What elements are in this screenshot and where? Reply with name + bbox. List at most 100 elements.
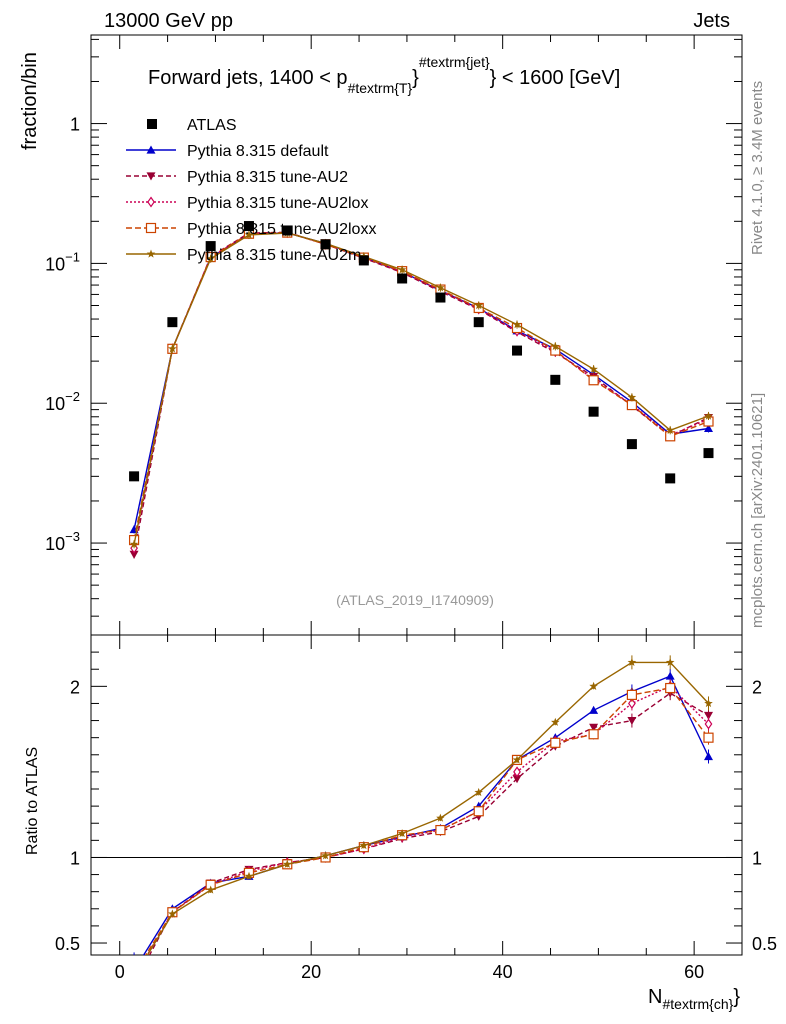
y-tick-label: 10−3 xyxy=(45,529,80,554)
data-point xyxy=(512,345,523,356)
title-sup: #textrm{jet} xyxy=(419,54,490,70)
data-point xyxy=(665,473,676,484)
ratio-tick-label-right: 0.5 xyxy=(752,934,777,954)
series-marker xyxy=(550,737,561,748)
y-tick-base: 10 xyxy=(45,394,65,414)
ratio-line xyxy=(144,687,710,955)
mcplots-label: mcplots.cern.ch [arXiv:2401.10621] xyxy=(749,393,766,628)
data-point xyxy=(243,221,254,232)
series-marker xyxy=(244,871,254,880)
y-tick-base: 10 xyxy=(45,534,65,554)
series-marker xyxy=(628,697,636,709)
series-line xyxy=(133,231,709,541)
x-tick-label: 20 xyxy=(301,962,321,982)
series-marker xyxy=(130,969,139,978)
series-marker xyxy=(626,399,638,411)
data-point xyxy=(626,439,637,450)
y-tick-label: 10−2 xyxy=(45,389,80,414)
x-tick-label: 40 xyxy=(493,962,513,982)
data-point xyxy=(435,292,446,303)
series-marker xyxy=(145,222,157,234)
series-marker xyxy=(397,265,407,274)
series-marker xyxy=(168,344,177,353)
legend-label: Pythia 8.315 tune-AU2loxx xyxy=(187,221,376,238)
series-marker xyxy=(513,766,521,778)
y-tick-exponent: −1 xyxy=(65,249,80,264)
series-marker xyxy=(474,787,483,797)
series-marker xyxy=(703,711,713,720)
ratio-series-group xyxy=(130,655,714,988)
data-point xyxy=(129,471,140,482)
legend-label: Pythia 8.315 tune-AU2 xyxy=(187,169,348,186)
legend-label: Pythia 8.315 default xyxy=(187,143,329,160)
ratio-line xyxy=(146,685,709,955)
rivet-label: Rivet 4.1.0, ≥ 3.4M events xyxy=(749,81,766,255)
series-marker xyxy=(130,980,139,988)
x-tick-label: 60 xyxy=(684,962,704,982)
series-marker xyxy=(130,973,139,981)
header-right: Jets xyxy=(693,10,730,32)
series-marker xyxy=(244,230,254,239)
y-tick-base: 10 xyxy=(45,254,65,274)
series-marker xyxy=(589,723,599,732)
data-point xyxy=(282,225,293,236)
series-marker xyxy=(130,966,139,974)
ratio-tick-label: 1 xyxy=(70,848,80,868)
ratio-tick-label: 0.5 xyxy=(55,934,80,954)
data-point xyxy=(167,317,178,328)
series-marker xyxy=(147,196,155,208)
x-tick-label: 0 xyxy=(115,962,125,982)
series-marker xyxy=(473,806,484,817)
data-point xyxy=(358,255,369,266)
y-tick-label: 10−1 xyxy=(45,249,80,274)
legend-label: Pythia 8.315 tune-AU2lox xyxy=(187,195,368,212)
series-marker xyxy=(146,249,156,258)
series-marker xyxy=(206,885,215,894)
series-marker xyxy=(665,671,675,680)
y-tick-exponent: −3 xyxy=(65,529,80,544)
header-left: 13000 GeV pp xyxy=(104,10,233,32)
title-main: Forward jets, 1400 < p xyxy=(148,67,348,89)
series-marker xyxy=(129,550,139,559)
series-marker xyxy=(703,751,713,761)
series-marker xyxy=(589,705,599,714)
series-marker xyxy=(206,254,215,263)
ratio-line xyxy=(146,661,710,955)
ratio-tick-label-right: 2 xyxy=(752,677,762,697)
y-tick-base: 1 xyxy=(70,115,80,135)
legend-label: Pythia 8.315 tune-AU2m xyxy=(187,247,361,264)
series-marker xyxy=(665,657,675,666)
main-series-group xyxy=(128,221,714,559)
y-tick-exponent: −2 xyxy=(65,389,80,404)
series-marker xyxy=(589,681,598,690)
x-axis-label: N#textrm{ch}} xyxy=(648,986,740,1012)
legend-marker-atlas xyxy=(147,119,157,129)
legend: ATLAS Pythia 8.315 default Pythia 8.315 tu… xyxy=(126,117,376,264)
series-marker xyxy=(551,341,560,350)
series-marker xyxy=(551,717,560,726)
data-point xyxy=(205,241,216,252)
series-marker xyxy=(665,682,676,694)
y-axis-label: fraction/bin xyxy=(19,52,41,150)
xlabel-tail: } xyxy=(733,986,740,1008)
ratio-line xyxy=(142,675,710,955)
series-marker xyxy=(359,841,369,850)
series-marker xyxy=(435,824,446,836)
series-marker xyxy=(474,301,483,310)
series-marker xyxy=(436,283,445,292)
series-marker xyxy=(283,859,292,868)
title-tail: } < 1600 [GeV] xyxy=(490,67,621,89)
series-marker xyxy=(146,145,156,154)
series-marker xyxy=(703,423,713,433)
series-marker xyxy=(627,392,637,402)
series-marker xyxy=(321,851,330,860)
series-marker xyxy=(588,729,599,740)
series-marker xyxy=(704,411,713,420)
series-line xyxy=(133,232,709,530)
series-marker xyxy=(589,364,598,373)
xlabel-sub: #textrm{ch} xyxy=(662,996,733,1012)
series-marker xyxy=(665,425,675,434)
legend-label: ATLAS xyxy=(187,117,237,134)
series-marker xyxy=(436,813,445,822)
